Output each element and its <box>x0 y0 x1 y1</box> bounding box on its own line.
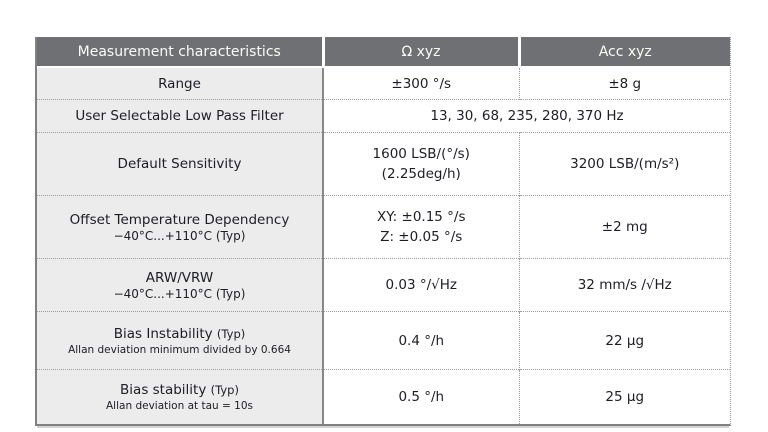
spec-label-default-sensitivity: Default Sensitivity <box>37 132 324 196</box>
bias-instability-allan-note: Allan deviation minimum divided by 0.664 <box>68 343 291 356</box>
spec-table-container: Measurement characteristics Ω xyz Acc xy… <box>35 37 731 426</box>
gyro-sensitivity-line1: 1600 LSB/(°/s) <box>372 145 470 162</box>
spec-label-arw-vrw: ARW/VRW −40°C...+110°C (Typ) <box>37 258 324 312</box>
acc-value-range: ±8 g <box>518 67 730 100</box>
bias-instability-typ: (Typ) <box>216 326 246 341</box>
gyro-value-bias-instability: 0.4 °/h <box>323 311 519 370</box>
spec-label-range: Range <box>37 67 324 100</box>
acc-value-default-sensitivity: 3200 LSB/(m/s²) <box>518 132 730 196</box>
table-row-offset-temperature-dependency: Offset Temperature Dependency −40°C...+1… <box>37 195 730 259</box>
table-row-range: Range ±300 °/s ±8 g <box>37 67 730 100</box>
merged-value-low-pass-filter: 13, 30, 68, 235, 280, 370 Hz <box>323 99 730 133</box>
header-acc-xyz: Acc xyz <box>517 37 730 68</box>
gyro-value-offset-temperature: XY: ±0.15 °/s Z: ±0.05 °/s <box>323 195 519 259</box>
bias-stability-label-main: Bias stability (Typ) <box>43 382 316 398</box>
table-row-arw-vrw: ARW/VRW −40°C...+110°C (Typ) 0.03 °/√Hz … <box>37 258 730 312</box>
bias-stability-typ: (Typ) <box>210 383 239 397</box>
arw-vrw-label-temperature-range: −40°C...+110°C (Typ) <box>113 286 246 301</box>
spec-label-low-pass-filter: User Selectable Low Pass Filter <box>37 99 324 133</box>
gyro-value-arw: 0.03 °/√Hz <box>323 258 519 312</box>
spec-label-bias-stability: Bias stability (Typ) Allan deviation at … <box>37 369 324 424</box>
table-row-default-sensitivity: Default Sensitivity 1600 LSB/(°/s) (2.25… <box>37 132 730 196</box>
gyro-value-default-sensitivity: 1600 LSB/(°/s) (2.25deg/h) <box>323 132 519 196</box>
spec-label-bias-instability: Bias Instability (Typ) Allan deviation m… <box>37 311 324 370</box>
acc-value-bias-instability: 22 µg <box>518 311 730 370</box>
bias-instability-label-main: Bias Instability (Typ) <box>43 326 316 342</box>
spec-label-offset-temperature-dependency: Offset Temperature Dependency −40°C...+1… <box>37 195 324 259</box>
gyro-offset-xy: XY: ±0.15 °/s <box>376 208 466 225</box>
bias-stability-allan-note: Allan deviation at tau = 10s <box>106 400 253 412</box>
table-row-bias-instability: Bias Instability (Typ) Allan deviation m… <box>37 311 730 370</box>
table-header: Measurement characteristics Ω xyz Acc xy… <box>37 37 730 68</box>
header-gyro-omega-xyz: Ω xyz <box>321 37 519 68</box>
gyro-sensitivity-line2: (2.25deg/h) <box>381 166 461 182</box>
table-body: Range ±300 °/s ±8 g User Selectable Low … <box>37 67 730 424</box>
gyro-offset-z: Z: ±0.05 °/s <box>380 229 463 245</box>
header-measurement-characteristics: Measurement characteristics <box>37 37 323 68</box>
bias-instability-label-text: Bias Instability <box>113 325 213 342</box>
offset-label-temperature-range: −40°C...+110°C (Typ) <box>113 228 246 243</box>
acc-value-offset-temperature: ±2 mg <box>518 195 730 259</box>
gyro-value-range: ±300 °/s <box>391 75 452 92</box>
measurement-characteristics-table: Measurement characteristics Ω xyz Acc xy… <box>37 37 730 424</box>
header-row: Measurement characteristics Ω xyz Acc xy… <box>37 37 730 68</box>
table-row-bias-stability: Bias stability (Typ) Allan deviation at … <box>37 369 730 424</box>
bias-stability-label-text: Bias stability <box>120 382 207 398</box>
acc-value-vrw: 32 mm/s /√Hz <box>518 258 730 312</box>
gyro-value-bias-stability: 0.5 °/h <box>323 369 519 424</box>
acc-value-bias-stability: 25 µg <box>518 369 730 424</box>
arw-vrw-label-main: ARW/VRW <box>145 269 214 286</box>
table-row-low-pass-filter: User Selectable Low Pass Filter 13, 30, … <box>37 99 730 133</box>
offset-label-main: Offset Temperature Dependency <box>69 211 290 228</box>
